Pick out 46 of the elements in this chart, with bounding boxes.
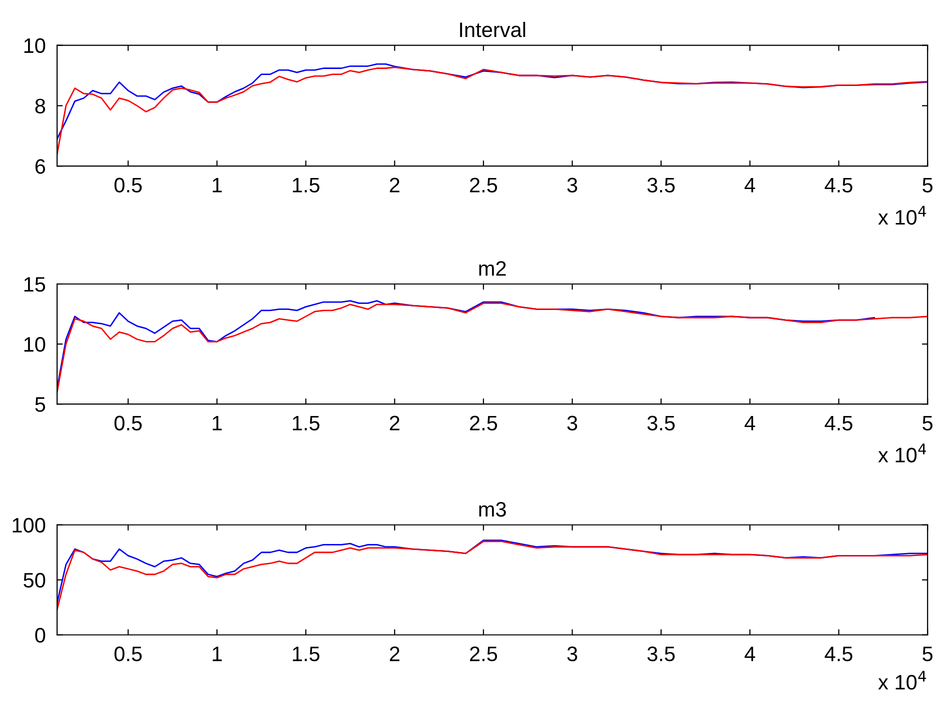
chart-title: m2: [479, 261, 506, 276]
text: x 10$^{4}$: [878, 670, 926, 690]
x-tick-label: 2.5: [470, 178, 498, 193]
x-tick-label: 4.5: [824, 178, 852, 193]
x-tick-label: 4: [744, 416, 756, 430]
x-tick-label: 4: [744, 646, 756, 662]
line-series: [57, 66, 928, 155]
x-tick-label: 0.5: [114, 416, 142, 430]
y-tick-label: 10: [24, 38, 46, 54]
x-tick-label: 2.5: [470, 416, 498, 430]
x-tick-label: 0.5: [114, 178, 142, 193]
y-tick-label: 0: [35, 628, 46, 643]
x-tick-label: 1: [212, 178, 222, 192]
x-tick-label: 5: [922, 646, 932, 662]
x-tick-label: 3.5: [647, 646, 675, 662]
x-tick-label: 5: [922, 416, 932, 430]
y-tick-label: 5: [35, 397, 46, 412]
x-tick-label: 4.5: [824, 416, 852, 430]
x-tick-label: 2: [390, 416, 400, 430]
x-tick-label: 5: [922, 178, 932, 193]
y-tick-label: 8: [35, 98, 46, 114]
x-tick-label: 4: [744, 178, 756, 192]
x-tick-label: 2: [390, 178, 400, 192]
x-tick-label: 3.5: [647, 178, 675, 193]
chart-title: Interval: [460, 22, 526, 38]
text: x 10$^{4}$: [878, 206, 926, 225]
text: x 10$^{4}$: [878, 444, 926, 462]
x-tick-label: 3.5: [647, 416, 675, 430]
x-tick-label: 2.5: [470, 646, 498, 662]
x-tick-label: 3: [567, 416, 578, 430]
x-tick-label: 4.5: [824, 646, 852, 662]
x-tick-label: 0.5: [114, 646, 142, 662]
x-tick-label: 3: [567, 646, 578, 662]
x-tick-label: 1: [212, 416, 222, 430]
chart-title: m3: [479, 502, 506, 517]
x-tick-label: 1.5: [292, 178, 320, 193]
y-tick-label: 50: [24, 572, 46, 588]
x-tick-label: 2: [390, 646, 400, 662]
x-tick-label: 3: [567, 178, 578, 193]
y-tick-label: 100: [12, 518, 46, 533]
x-tick-label: 1.5: [292, 416, 320, 430]
y-tick-label: 6: [35, 159, 46, 174]
y-tick-label: 15: [24, 277, 46, 292]
x-tick-label: 1.5: [292, 646, 320, 662]
x-tick-label: 1: [212, 646, 222, 662]
y-tick-label: 10: [24, 337, 46, 352]
